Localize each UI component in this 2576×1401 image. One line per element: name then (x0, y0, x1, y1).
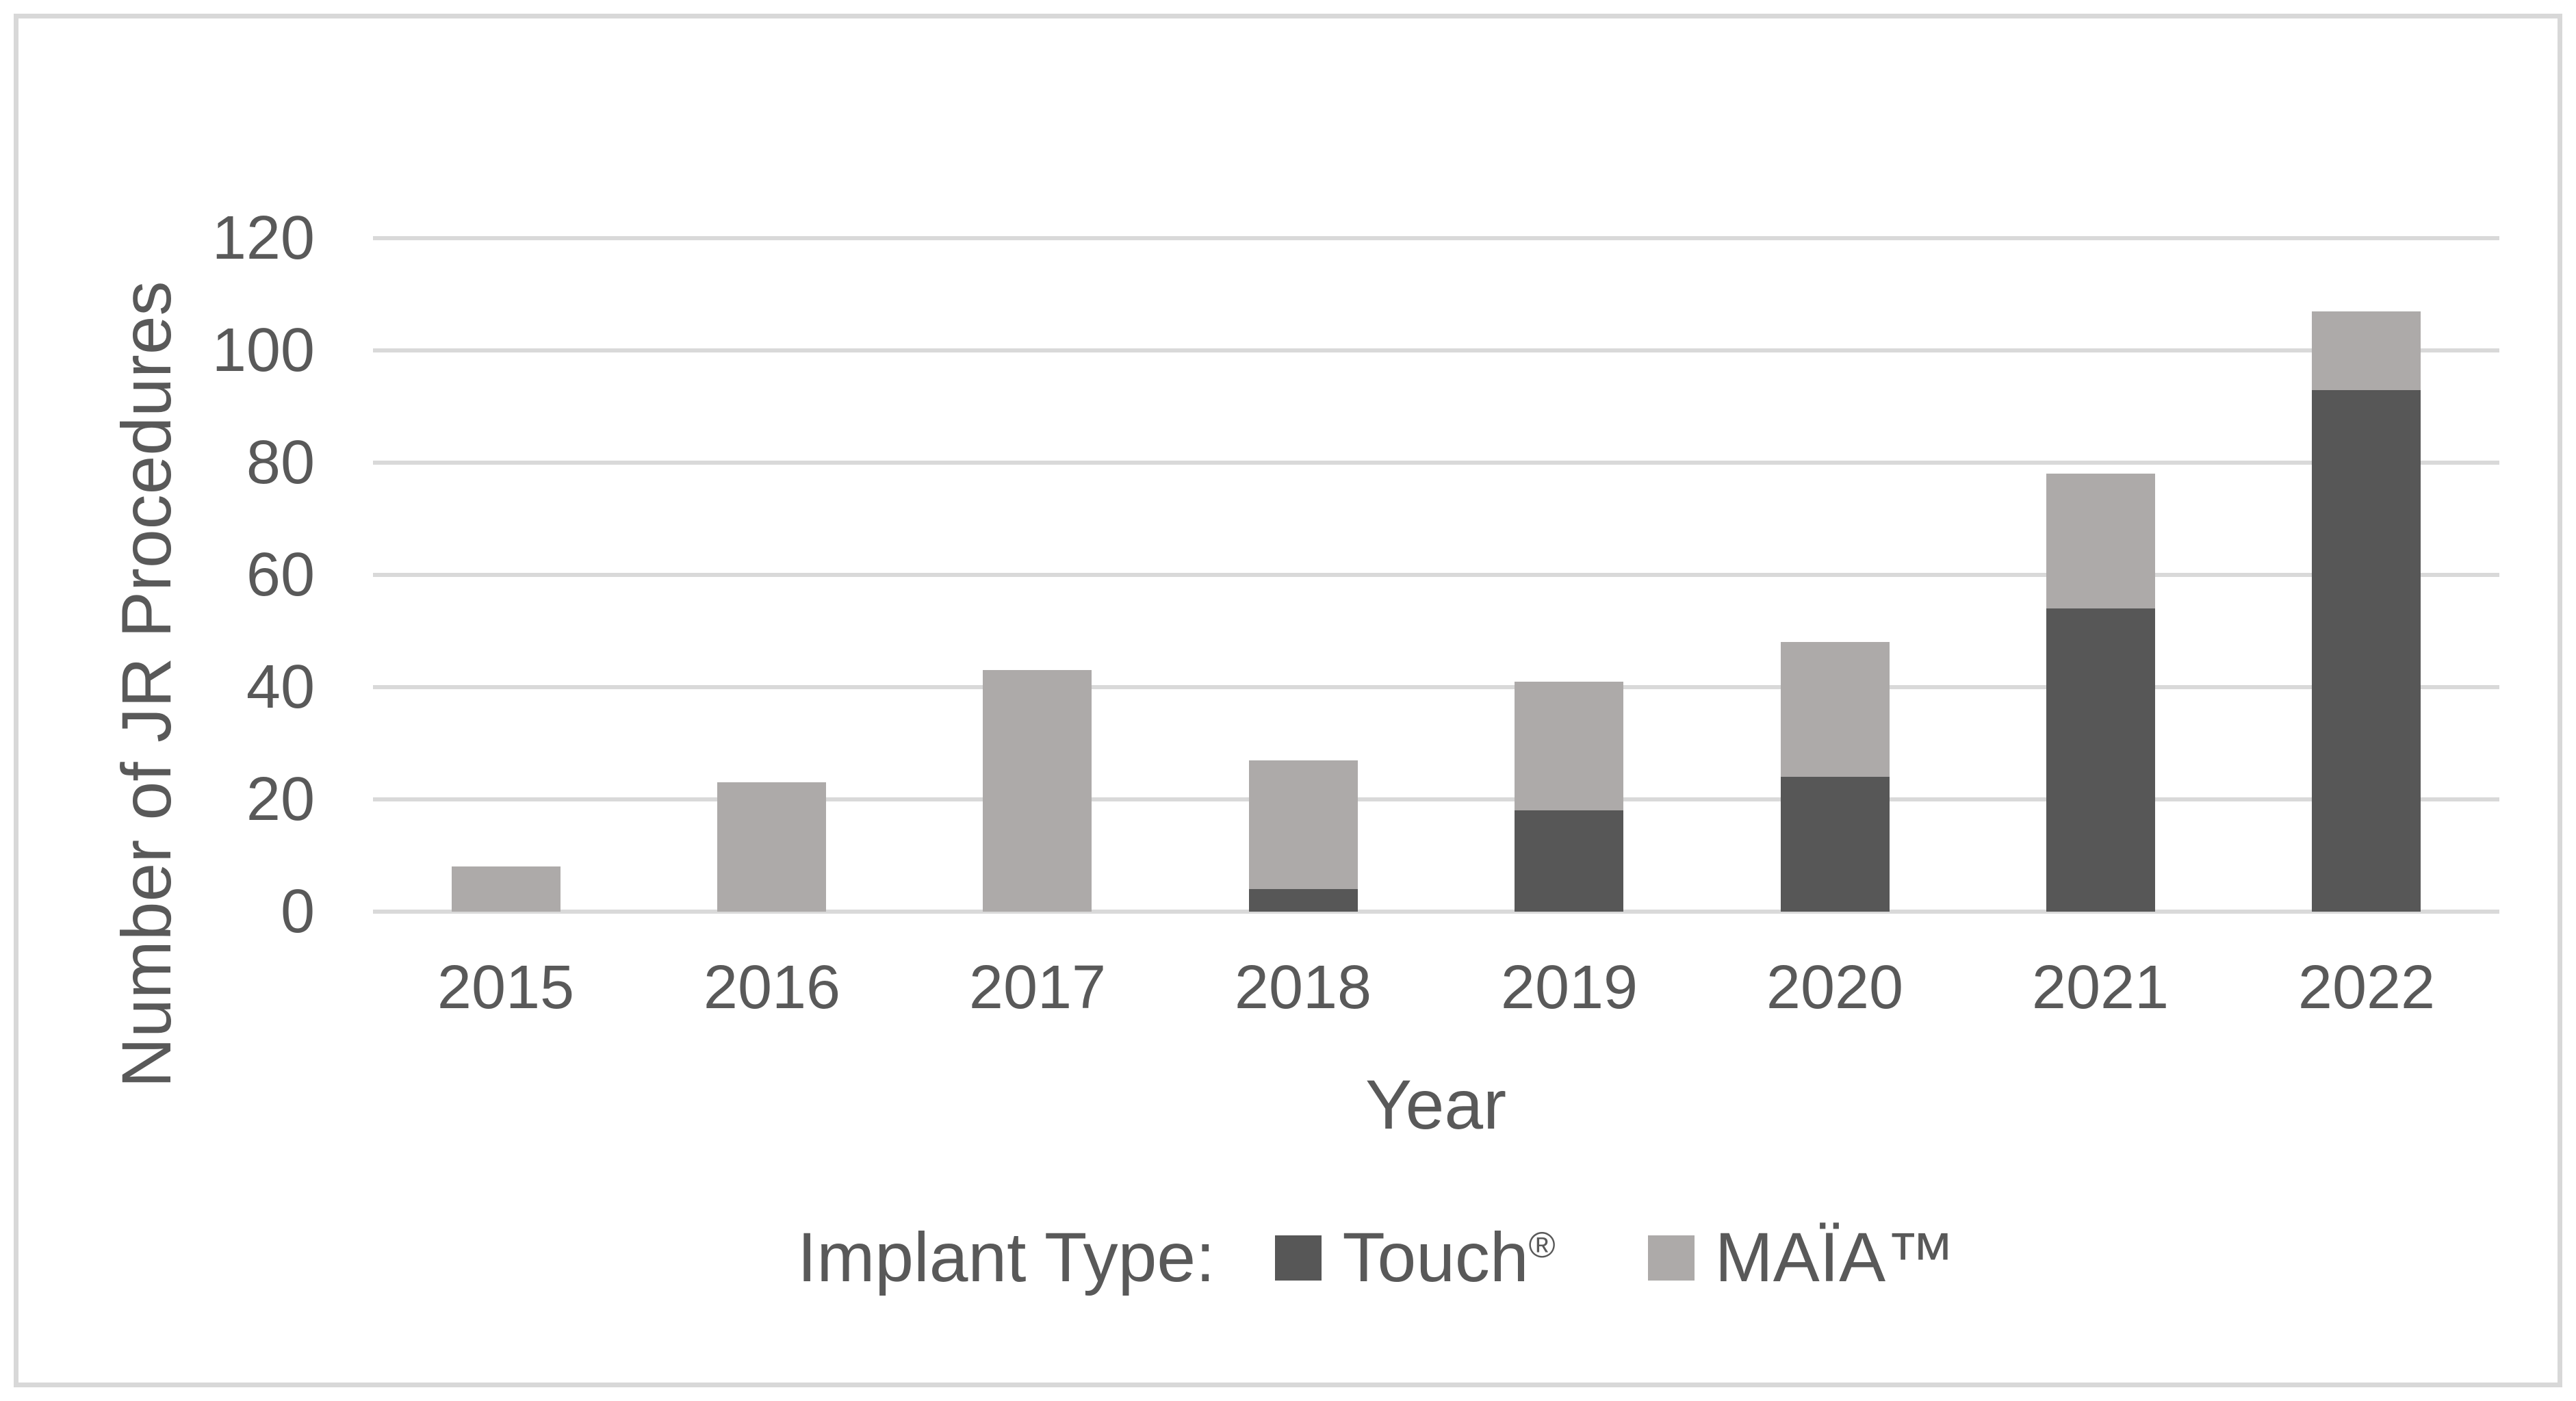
bar-2021-segment-touch (2046, 608, 2155, 912)
legend-label-maia: MAÏA™ (1714, 1218, 1956, 1296)
legend-swatch-maia (1647, 1235, 1695, 1281)
x-tick-label-2016: 2016 (703, 953, 841, 1022)
bar-2017-segment-maia (983, 670, 1092, 912)
legend-swatch-touch (1275, 1235, 1322, 1281)
x-tick-label-2021: 2021 (2031, 953, 2169, 1022)
legend-title: Implant Type: (797, 1218, 1215, 1296)
gridline-y-60 (373, 573, 2499, 577)
x-axis-title: Year (1365, 1066, 1507, 1144)
bar-2022-segment-maia (2312, 311, 2421, 390)
bar-2022-segment-touch (2312, 389, 2421, 912)
legend: Implant Type: Touch® MAÏA™ (797, 1215, 1955, 1300)
bar-2019-segment-touch (1515, 810, 1623, 912)
x-tick-label-2022: 2022 (2297, 953, 2436, 1022)
bar-2022 (2312, 311, 2421, 912)
bar-2020-segment-maia (1781, 642, 1890, 777)
y-tick-label-40: 40 (246, 653, 315, 721)
bar-2020 (1781, 642, 1890, 912)
plot-area (373, 236, 2499, 914)
bar-2015 (452, 866, 561, 912)
bar-2019 (1515, 682, 1623, 912)
x-tick-label-2018: 2018 (1234, 953, 1372, 1022)
bar-2020-segment-touch (1781, 777, 1890, 912)
legend-items: Touch® MAÏA™ (1275, 1218, 1955, 1298)
gridline-y-120 (373, 236, 2499, 240)
x-tick-label-2015: 2015 (437, 953, 575, 1022)
legend-item-touch: Touch® (1275, 1218, 1556, 1298)
x-tick-label-2017: 2017 (968, 953, 1107, 1022)
x-tick-label-2020: 2020 (1766, 953, 1904, 1022)
bar-2018-segment-maia (1249, 760, 1358, 890)
y-tick-label-60: 60 (246, 541, 315, 609)
gridline-y-0 (373, 910, 2499, 914)
y-tick-label-20: 20 (246, 765, 315, 834)
gridline-y-40 (373, 685, 2499, 689)
bar-2019-segment-maia (1515, 682, 1623, 811)
gridline-y-20 (373, 797, 2499, 801)
y-tick-label-80: 80 (246, 428, 315, 497)
bar-2016 (717, 782, 826, 912)
gridline-y-80 (373, 461, 2499, 465)
bar-2017 (983, 670, 1092, 912)
bar-2018-segment-touch (1249, 889, 1358, 912)
bar-2021 (2046, 474, 2155, 912)
legend-item-maia: MAÏA™ (1647, 1218, 1956, 1298)
bar-2021-segment-maia (2046, 474, 2155, 608)
legend-label-touch: Touch® (1342, 1218, 1556, 1296)
y-tick-label-0: 0 (280, 877, 315, 946)
x-tick-label-2019: 2019 (1500, 953, 1638, 1022)
gridline-y-100 (373, 348, 2499, 352)
bar-2018 (1249, 760, 1358, 912)
bar-2016-segment-maia (717, 782, 826, 912)
y-tick-label-120: 120 (211, 204, 315, 272)
y-tick-label-100: 100 (211, 316, 315, 385)
bar-2015-segment-maia (452, 866, 561, 912)
